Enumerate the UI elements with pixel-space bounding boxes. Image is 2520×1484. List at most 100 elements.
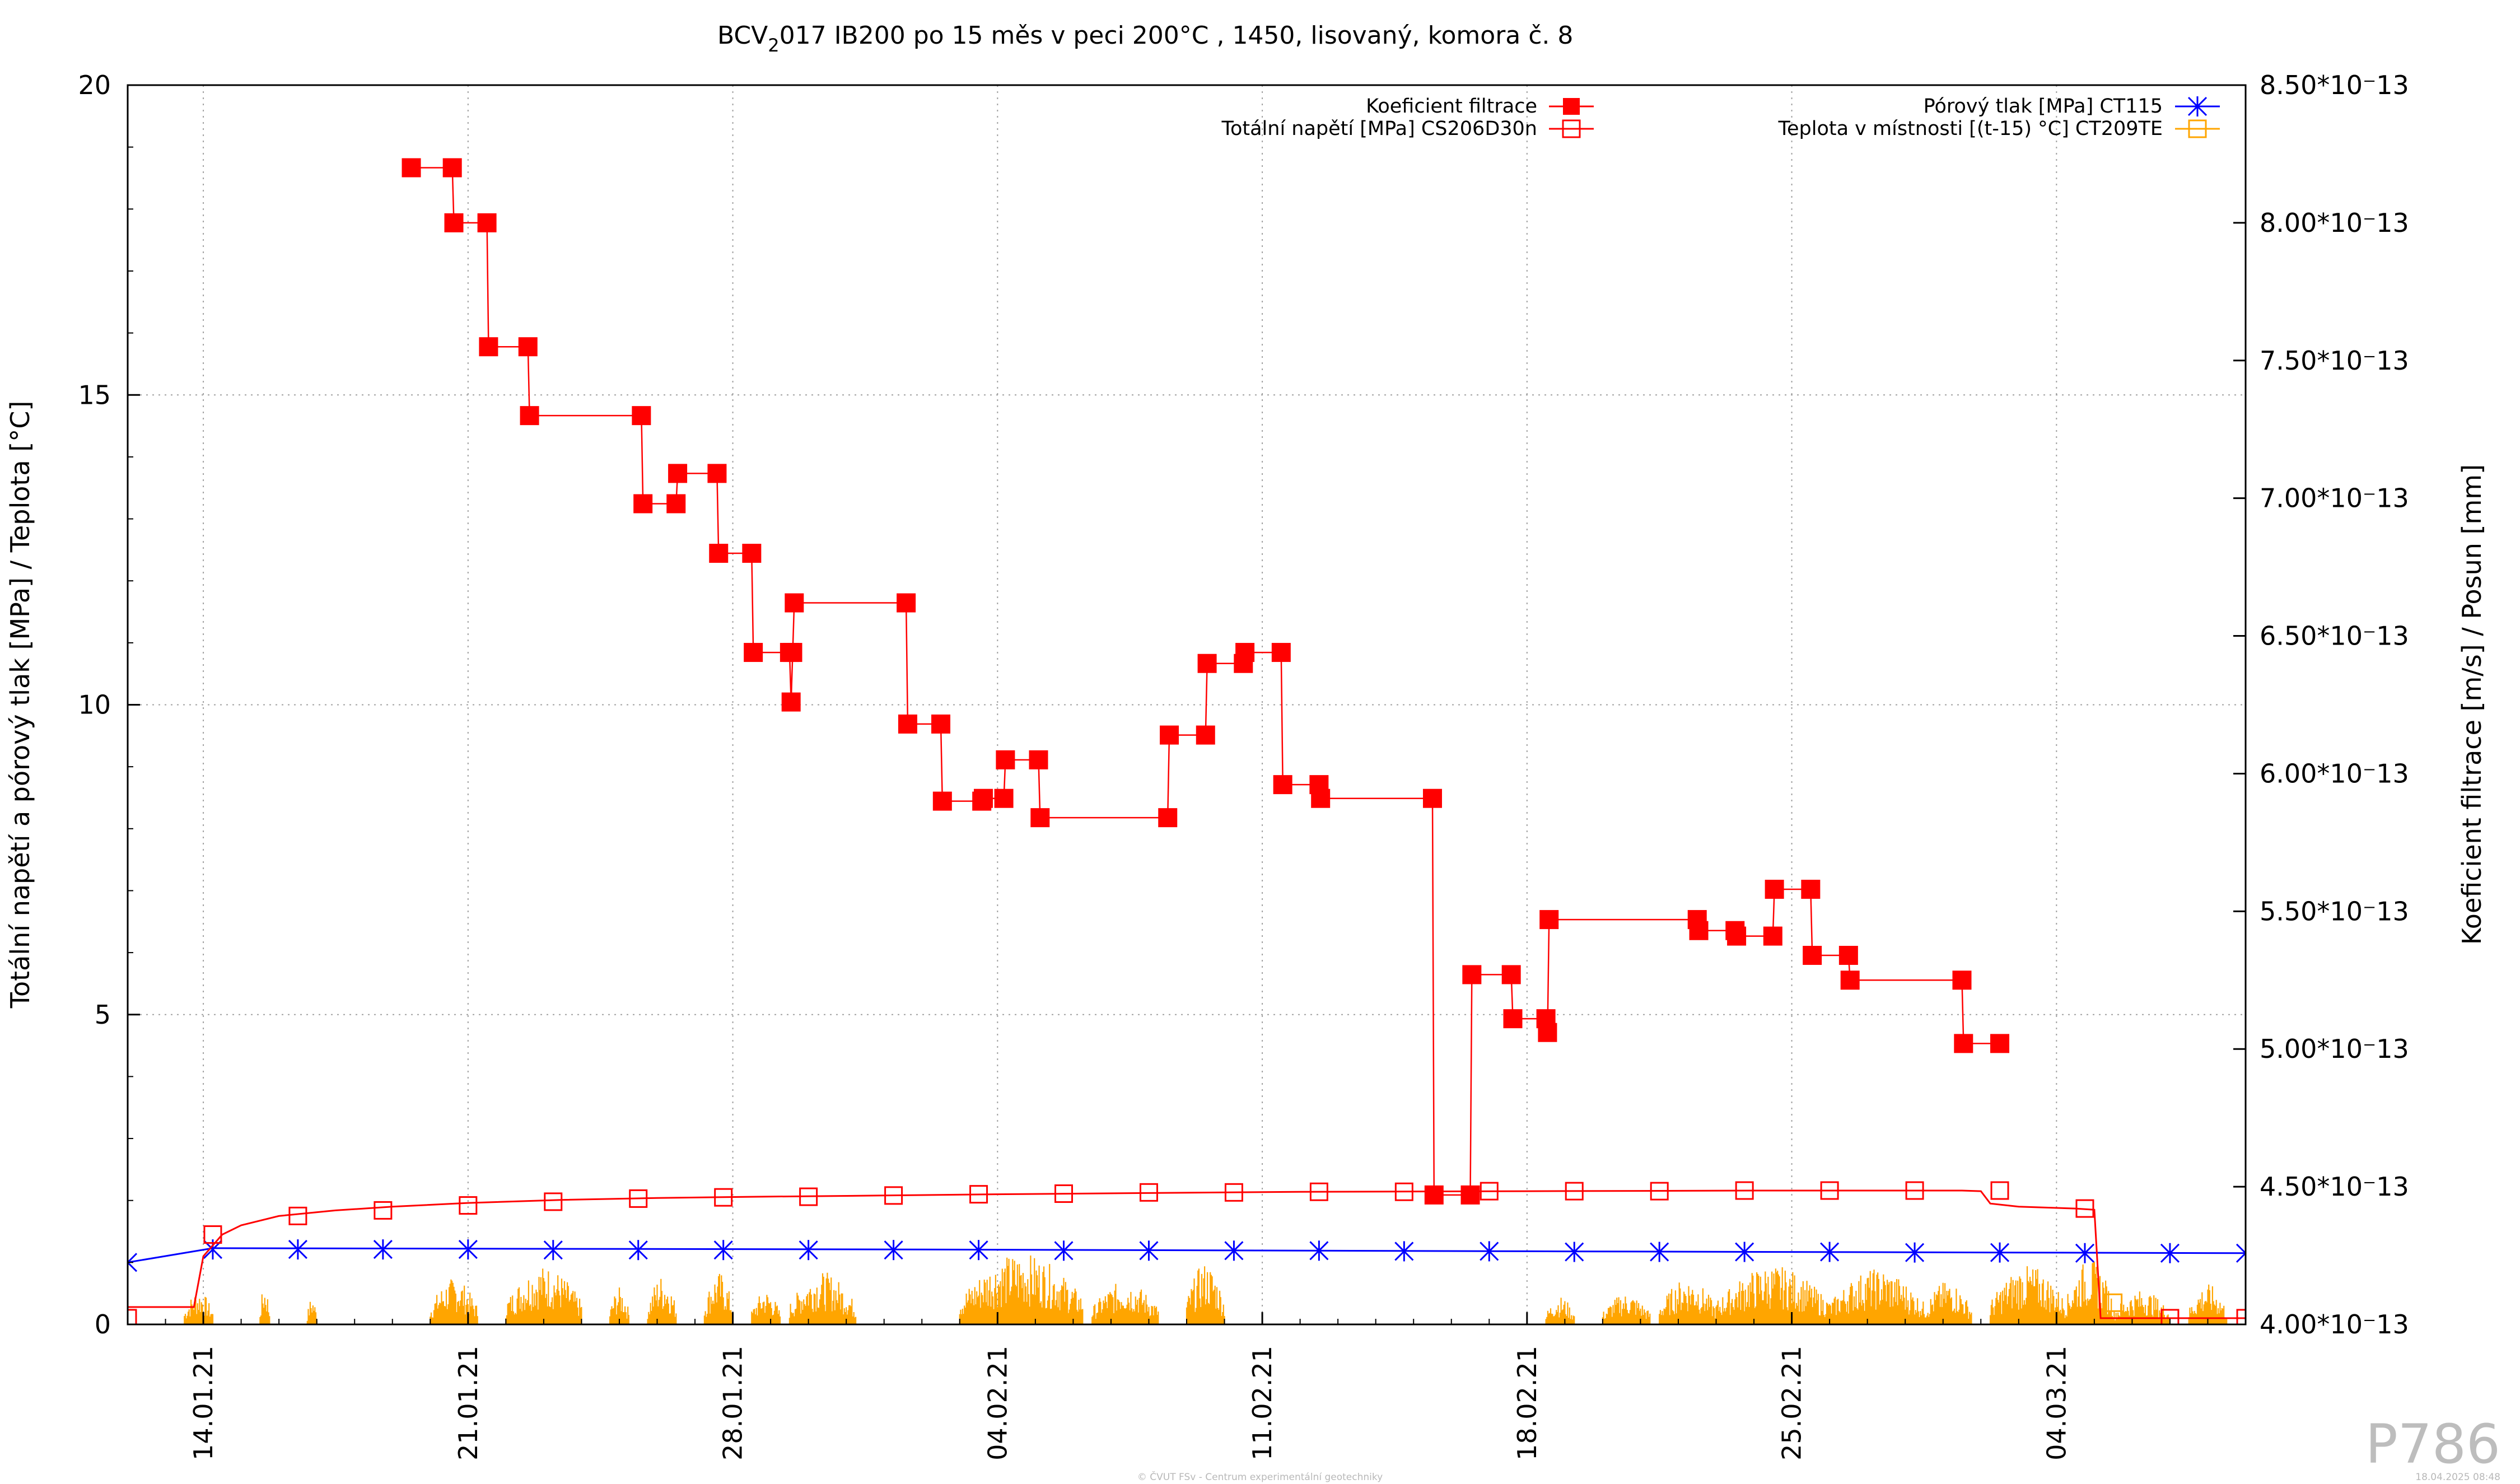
- filtration-marker: [1196, 725, 1215, 745]
- filtration-marker: [1271, 643, 1291, 662]
- temperature-burst: [1715, 1267, 1831, 1324]
- series-filtration-coefficient: [402, 158, 2010, 1205]
- pore-pressure-marker: [799, 1240, 818, 1261]
- filtration-marker: [479, 337, 498, 357]
- filtration-marker: [1538, 1023, 1557, 1042]
- y-right-tick-label: 8.50*10⁻13: [2260, 70, 2409, 100]
- filtration-marker: [1501, 965, 1521, 984]
- filtration-marker: [1235, 643, 1255, 662]
- legend-marker-filtration: [1563, 98, 1580, 115]
- temperature-burst: [306, 1301, 318, 1324]
- pore-pressure-marker: [1565, 1242, 1584, 1262]
- filtration-marker: [1503, 1009, 1523, 1029]
- y-right-tick-label: 6.50*10⁻13: [2260, 621, 2409, 651]
- temperature-burst: [959, 1256, 1084, 1324]
- total-stress-marker: [2236, 1309, 2246, 1324]
- filtration-marker: [1765, 879, 1784, 899]
- filtration-marker: [1952, 970, 1972, 990]
- filtration-marker: [520, 406, 539, 426]
- filtration-marker: [996, 750, 1015, 769]
- pore-pressure-marker: [1990, 1242, 2010, 1263]
- pore-pressure-marker: [1394, 1241, 1414, 1262]
- filtration-marker: [666, 494, 686, 514]
- plot-code: P786: [2365, 1413, 2500, 1476]
- filtration-marker: [897, 593, 916, 613]
- temperature-burst: [703, 1273, 734, 1324]
- legend-label-room-temperature: Teplota v místnosti [(t-15) °C] CT209TE: [1778, 118, 2163, 140]
- temperature-burst: [751, 1295, 781, 1324]
- y-right-tick-label: 4.00*10⁻13: [2260, 1309, 2409, 1340]
- y-right-tick-label: 4.50*10⁻13: [2260, 1172, 2409, 1202]
- temperature-burst: [184, 1296, 214, 1324]
- filtration-marker: [707, 464, 727, 483]
- y-right-tick-label: 7.50*10⁻13: [2260, 346, 2409, 376]
- pore-pressure-marker: [373, 1239, 393, 1260]
- temperature-marker: [2104, 1293, 2123, 1312]
- filtration-marker: [709, 544, 729, 563]
- grid: [128, 85, 2246, 1324]
- filtration-marker: [633, 494, 653, 514]
- filtration-marker: [931, 714, 951, 734]
- y-right-tick-label: 8.00*10⁻13: [2260, 208, 2409, 238]
- temperature-burst: [1829, 1270, 1925, 1324]
- filtration-marker: [1763, 926, 1782, 946]
- total-stress-marker: [203, 1225, 222, 1244]
- x-tick-label: 28.01.21: [718, 1346, 748, 1460]
- filtration-marker: [1539, 910, 1559, 930]
- total-stress-marker: [1990, 1181, 2009, 1200]
- total-stress-marker: [128, 1309, 137, 1324]
- footer-credit: © ČVUT FSv - Centrum experimentální geot…: [1137, 1471, 1383, 1483]
- total-stress-marker: [2075, 1199, 2094, 1218]
- filtration-marker: [444, 213, 464, 232]
- filtration-marker: [668, 464, 688, 483]
- filtration-marker: [932, 791, 952, 811]
- pore-pressure-marker: [1820, 1242, 1840, 1262]
- filtration-marker: [1462, 965, 1482, 984]
- x-tick-label: 21.01.21: [453, 1346, 483, 1460]
- filtration-marker: [783, 643, 802, 662]
- total-stress-marker: [288, 1206, 307, 1225]
- filtration-marker: [1801, 879, 1821, 899]
- total-stress-marker: [884, 1186, 903, 1205]
- pore-pressure-line: [128, 1247, 2246, 1263]
- filtration-marker: [1273, 775, 1292, 795]
- filtration-marker: [1689, 921, 1709, 940]
- filtration-marker: [1197, 654, 1217, 673]
- total-stress-marker: [629, 1189, 648, 1208]
- pore-pressure-marker: [458, 1239, 478, 1260]
- total-stress-marker: [799, 1187, 818, 1206]
- pore-pressure-marker: [288, 1239, 307, 1260]
- filtration-marker: [1160, 725, 1179, 745]
- pore-pressure-marker: [628, 1240, 648, 1261]
- legend-label-pore-pressure: Pórový tlak [MPa] CT115: [1924, 95, 2163, 118]
- total-stress-marker: [969, 1185, 988, 1204]
- total-stress-marker: [1309, 1182, 1328, 1201]
- legend-marker-pore-pressure: [2187, 96, 2208, 116]
- pore-pressure-marker: [1650, 1242, 1669, 1262]
- total-stress-marker: [2160, 1309, 2180, 1324]
- legend-label-filtration: Koeficient filtrace: [1366, 95, 1537, 118]
- y-left-tick-label: 15: [78, 380, 111, 410]
- temperature-burst: [505, 1268, 582, 1324]
- pore-pressure-marker: [543, 1240, 563, 1261]
- series-pore-pressure: [128, 1239, 2246, 1273]
- pore-pressure-marker: [2160, 1243, 2180, 1263]
- chart-title: BCV2017 IB200 po 15 měs v peci 200°C , 1…: [717, 21, 1573, 56]
- axes: 14.01.21 21.01.21 28.01.21 04.02.21 11.02.21…: [78, 70, 2409, 1460]
- y-left-tick-label: 10: [78, 690, 111, 720]
- x-tick-label: 25.02.21: [1777, 1346, 1807, 1460]
- filtration-marker: [402, 158, 421, 178]
- temperature-burst: [609, 1287, 629, 1324]
- temperature-burst: [1186, 1266, 1225, 1324]
- x-tick-label: 04.02.21: [982, 1346, 1012, 1460]
- total-stress-marker: [374, 1201, 393, 1220]
- filtration-marker: [781, 692, 801, 712]
- legend-marker-total-stress: [1562, 119, 1581, 138]
- pore-pressure-marker: [1735, 1242, 1754, 1262]
- pore-pressure-marker: [128, 1252, 138, 1273]
- filtration-marker: [1158, 808, 1178, 828]
- y-left-tick-label: 20: [78, 70, 111, 100]
- pore-pressure-marker: [1224, 1240, 1244, 1261]
- y-right-tick-label: 7.00*10⁻13: [2260, 483, 2409, 514]
- total-stress-marker: [1480, 1182, 1499, 1201]
